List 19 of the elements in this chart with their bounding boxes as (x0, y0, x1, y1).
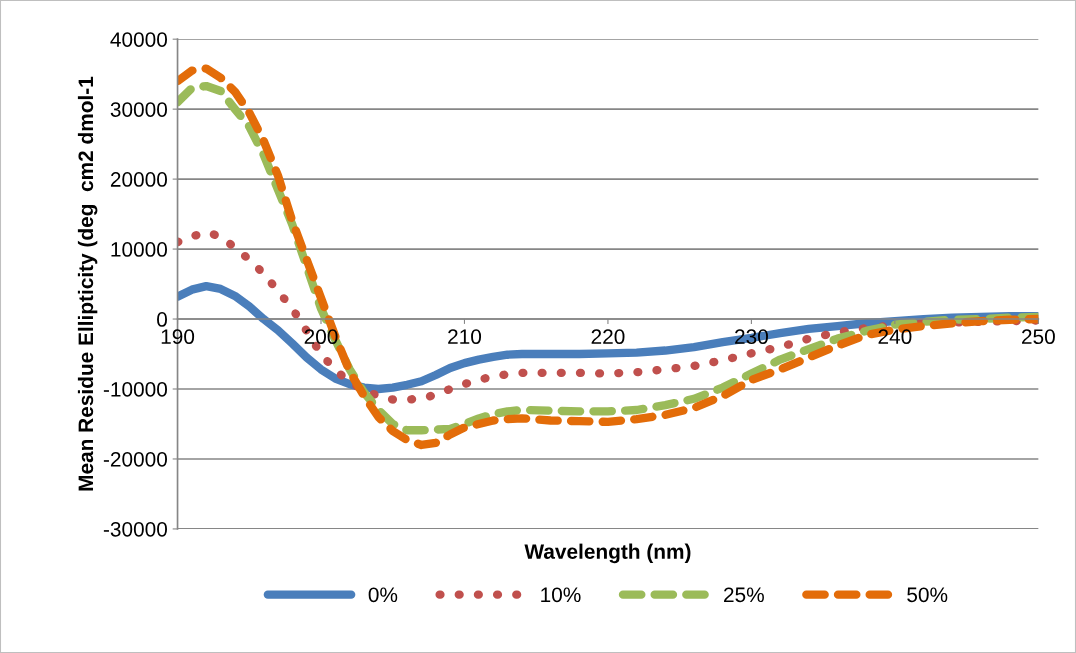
y-tick-label: 40000 (110, 32, 168, 47)
y-tick-label: -10000 (103, 382, 168, 397)
y-tick-label: -30000 (103, 521, 168, 537)
y-tick-label: 30000 (110, 102, 168, 117)
y-tick-label: -20000 (103, 451, 168, 467)
legend-label: 0% (368, 587, 398, 603)
x-axis-title: Wavelength (nm) (524, 543, 691, 564)
x-tick-label: 250 (1022, 329, 1055, 345)
legend-label: 25% (724, 587, 764, 603)
x-tick-label: 210 (448, 329, 482, 345)
x-tick-label: 190 (161, 329, 195, 345)
legend-label: 10% (541, 587, 581, 603)
y-axis-title: Mean Residue Ellipticity (deg cm2 dmol-1 (77, 76, 98, 491)
y-tick-label: 20000 (110, 172, 168, 187)
legend-label: 50% (907, 587, 948, 603)
x-tick-label: 240 (878, 329, 912, 345)
y-tick-label: 0 (157, 312, 167, 327)
y-tick-label: 10000 (111, 242, 168, 257)
x-tick-label: 220 (591, 329, 625, 345)
